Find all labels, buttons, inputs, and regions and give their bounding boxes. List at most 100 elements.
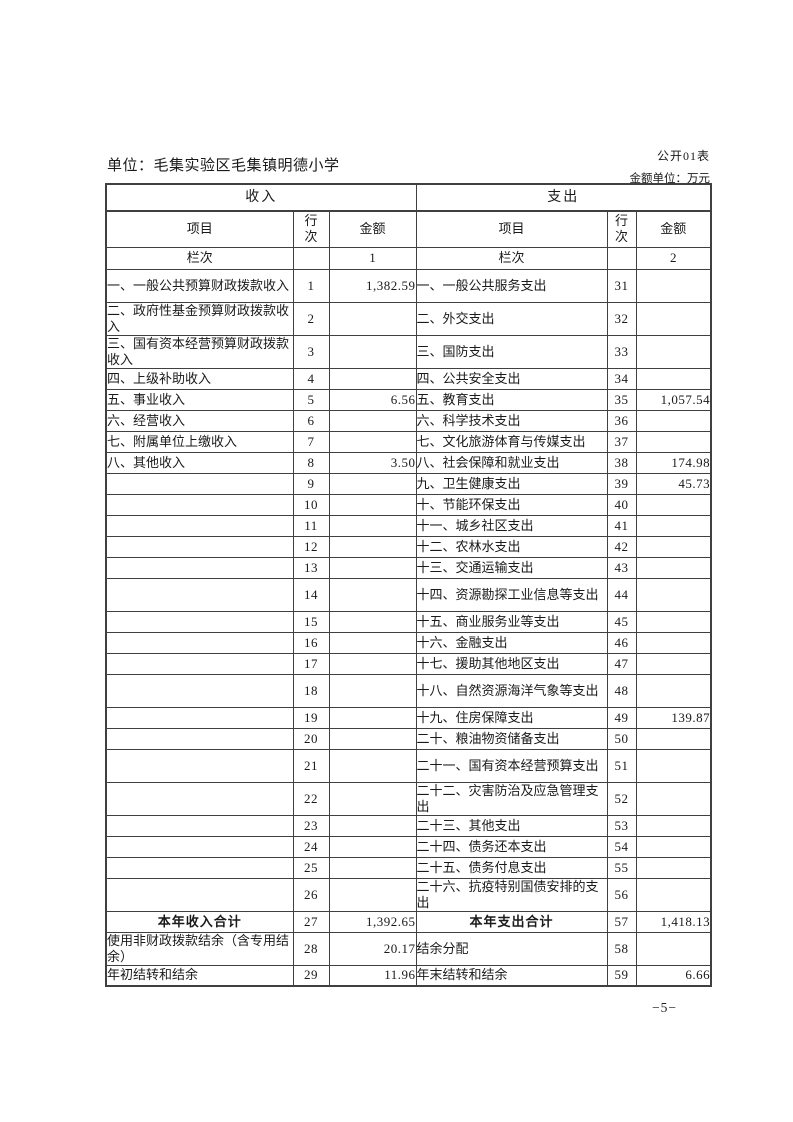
table-row: 17 十七、援助其他地区支出 47 [105,652,712,675]
expense-item-column-header: 项目 [415,210,608,248]
income-line-number-cell: 26 [292,877,330,912]
expense-amount-cell [635,577,712,612]
unit-title: 单位：毛集实验区毛集镇明德小学 [107,158,340,174]
expense-item-cell: 年末结转和结余 [415,964,608,987]
table-row: 10 十、节能环保支出 40 [105,493,712,516]
expense-line-column-header: 行 次 [606,210,637,248]
income-amount-cell: 6.56 [328,388,417,411]
expense-line-number-cell: 50 [606,727,637,750]
income-amount-cell [328,493,417,516]
expense-line-number-cell: 51 [606,748,637,783]
expense-item-cell: 十五、商业服务业等支出 [415,610,608,633]
expense-item-cell: 十九、住房保障支出 [415,706,608,729]
expense-line-number-cell: 44 [606,577,637,612]
table-row: 11 十一、城乡社区支出 41 [105,514,712,537]
expense-line-number-cell: 39 [606,472,637,495]
table-row: 二、政府性基金预算财政拨款收入 2 二、外交支出 32 [105,301,712,336]
expense-line-number-cell: 46 [606,631,637,654]
table-row: 使用非财政拨款结余（含专用结余） 28 20.17 结余分配 58 [105,931,712,966]
expense-line-number-cell: 56 [606,877,637,912]
income-item-cell [105,835,294,858]
expense-item-cell: 三、国防支出 [415,334,608,369]
income-line-number-cell: 29 [292,964,330,987]
table-row: 三、国有资本经营预算财政拨款收入 3 三、国防支出 33 [105,334,712,369]
expense-amount-cell [635,727,712,750]
income-item-cell: 六、经营收入 [105,409,294,432]
table-row: 9 九、卫生健康支出 39 45.73 [105,472,712,495]
expense-line-number-cell: 36 [606,409,637,432]
expense-line-number-cell: 49 [606,706,637,729]
income-line-number-cell: 10 [292,493,330,516]
expense-line-number-cell: 40 [606,493,637,516]
income-line-number-cell: 1 [292,268,330,303]
income-line-number-cell: 25 [292,856,330,879]
income-amount-cell [328,409,417,432]
amount-unit-label: 金额单位：万元 [629,173,711,185]
income-amount-cell: 1,392.65 [328,910,417,933]
income-item-cell [105,673,294,708]
expense-item-cell: 二十四、债务还本支出 [415,835,608,858]
expense-item-cell: 五、教育支出 [415,388,608,411]
table-row: 18 十八、自然资源海洋气象等支出 48 [105,673,712,708]
income-line-number-cell: 15 [292,610,330,633]
income-line-number-cell: 22 [292,781,330,816]
budget-table: 收入 支出 项目 行 次 金额 项目 行 次 金额 栏次 1 栏次 2 一、一般… [105,183,713,987]
table-row: 25 二十五、债务付息支出 55 [105,856,712,879]
income-item-column-header: 项目 [105,210,294,248]
expense-line-number-cell: 32 [606,301,637,336]
table-row: 20 二十、粮油物资储备支出 50 [105,727,712,750]
expense-line-number-cell: 47 [606,652,637,675]
income-item-cell [105,748,294,783]
income-item-cell: 八、其他收入 [105,451,294,474]
income-item-cell [105,556,294,579]
expense-lanci-line-cell [606,246,637,270]
income-line-number-cell: 18 [292,673,330,708]
income-item-cell [105,472,294,495]
expense-lanci-label: 栏次 [415,246,608,270]
income-line-number-cell: 2 [292,301,330,336]
expense-line-number-cell: 43 [606,556,637,579]
income-amount-cell: 3.50 [328,451,417,474]
section-header-row: 收入 支出 [105,183,712,212]
income-amount-cell [328,877,417,912]
income-item-cell: 三、国有资本经营预算财政拨款收入 [105,334,294,369]
table-row: 16 十六、金融支出 46 [105,631,712,654]
income-line-number-cell: 19 [292,706,330,729]
expense-amount-cell [635,814,712,837]
expense-line-number-cell: 33 [606,334,637,369]
expense-line-number-cell: 37 [606,430,637,453]
expense-item-cell: 二十、粮油物资储备支出 [415,727,608,750]
table-row: 年初结转和结余 29 11.96 年末结转和结余 59 6.66 [105,964,712,987]
table-row: 13 十三、交通运输支出 43 [105,556,712,579]
expense-line-number-cell: 52 [606,781,637,816]
table-row: 一、一般公共预算财政拨款收入 1 1,382.59 一、一般公共服务支出 31 [105,268,712,303]
expense-item-cell: 十二、农林水支出 [415,535,608,558]
income-amount-column-header: 金额 [328,210,417,248]
income-amount-cell [328,835,417,858]
income-amount-cell [328,535,417,558]
income-line-number-cell: 13 [292,556,330,579]
income-amount-cell [328,367,417,390]
table-row: 23 二十三、其他支出 53 [105,814,712,837]
income-amount-cell [328,472,417,495]
expense-section-header: 支出 [415,183,712,212]
income-amount-cell [328,856,417,879]
income-line-number-cell: 23 [292,814,330,837]
income-amount-cell: 20.17 [328,931,417,966]
income-line-number-cell: 12 [292,535,330,558]
expense-amount-cell [635,409,712,432]
income-amount-cell [328,631,417,654]
expense-item-cell: 十、节能环保支出 [415,493,608,516]
income-line-number-cell: 4 [292,367,330,390]
income-item-cell [105,727,294,750]
expense-amount-cell [635,748,712,783]
income-line-number-cell: 17 [292,652,330,675]
expense-amount-cell: 45.73 [635,472,712,495]
income-item-cell [105,706,294,729]
expense-item-cell: 十六、金融支出 [415,631,608,654]
income-amount-cell [328,781,417,816]
expense-item-cell: 结余分配 [415,931,608,966]
expense-item-cell: 二、外交支出 [415,301,608,336]
expense-amount-cell [635,781,712,816]
expense-column-index: 2 [635,246,712,270]
